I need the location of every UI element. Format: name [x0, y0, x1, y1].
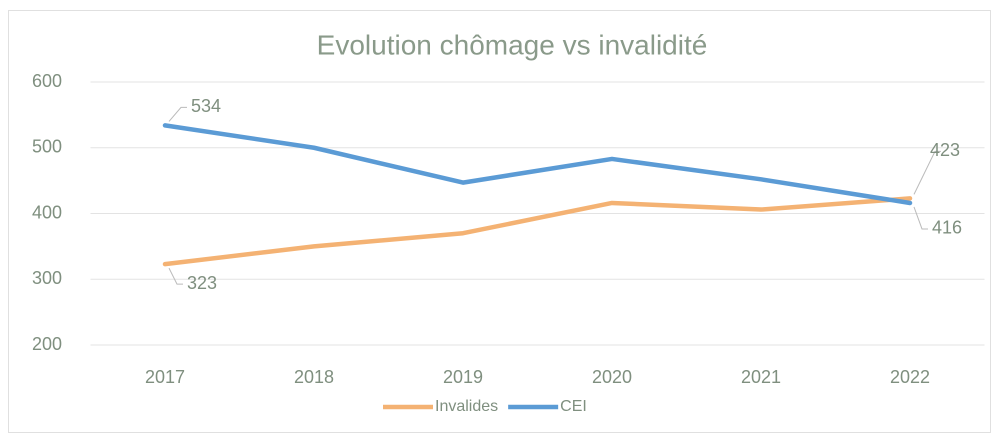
x-tick-label: 2021: [741, 367, 781, 387]
x-tick-label: 2017: [145, 367, 185, 387]
x-tick-label: 2018: [294, 367, 334, 387]
chart-frame: [8, 10, 991, 433]
label-leader: [168, 106, 187, 122]
y-tick-label: 300: [32, 268, 62, 288]
data-label: 534: [191, 96, 221, 116]
y-tick-label: 600: [32, 71, 62, 91]
y-tick-label: 400: [32, 202, 62, 222]
label-leader: [168, 267, 183, 285]
data-label: 423: [930, 140, 960, 160]
data-label: 323: [187, 273, 217, 293]
y-tick-label: 500: [32, 137, 62, 157]
legend-label: Invalides: [435, 398, 498, 415]
series-line: [162, 196, 913, 267]
chart-title: Evolution chômage vs invalidité: [317, 29, 708, 60]
series-line: [162, 123, 913, 206]
legend-label: CEI: [560, 398, 587, 415]
x-tick-label: 2020: [592, 367, 632, 387]
data-label: 416: [932, 218, 962, 238]
label-leader: [913, 150, 941, 195]
x-tick-label: 2022: [890, 367, 930, 387]
x-tick-label: 2019: [443, 367, 483, 387]
label-leader: [913, 206, 928, 230]
y-tick-label: 200: [32, 334, 62, 354]
